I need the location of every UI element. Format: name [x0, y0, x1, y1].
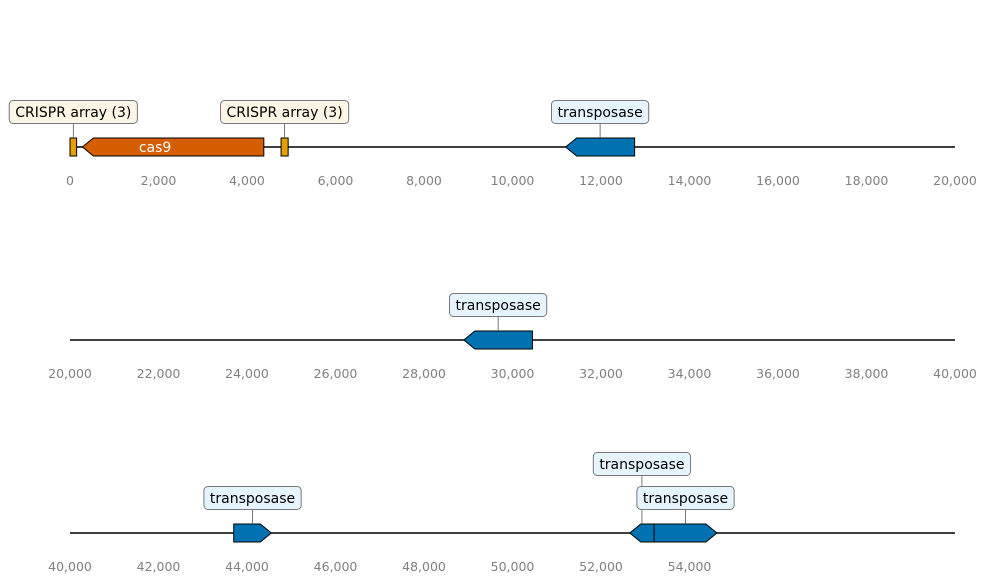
feature-label-box	[220, 100, 350, 124]
axis-tick-label: 14,000	[668, 173, 712, 188]
feature-label-box	[592, 452, 692, 476]
feature-label: transposase	[599, 457, 684, 473]
axis-tick-label: 28,000	[402, 366, 446, 381]
axis-tick-label: 42,000	[137, 559, 181, 574]
axis-tick-label: 8,000	[406, 173, 442, 188]
transposase-feature[interactable]	[233, 523, 273, 543]
axis-tick-label: 20,000	[933, 173, 977, 188]
axis-tick-label: 12,000	[579, 173, 623, 188]
feature-label: transposase	[210, 491, 295, 507]
axis-tick-label: 50,000	[491, 559, 535, 574]
feature-label: transposase	[456, 298, 541, 314]
axis-tick-label: 30,000	[491, 366, 535, 381]
axis-tick-label: 46,000	[314, 559, 358, 574]
feature-label: CRISPR array (3)	[15, 105, 131, 121]
axis-tick-label: 0	[66, 173, 74, 188]
axis-tick-label: 22,000	[137, 366, 181, 381]
axis-tick-label: 40,000	[48, 559, 92, 574]
feature-inner-label: cas9	[139, 140, 171, 156]
axis-tick-label: 24,000	[225, 366, 269, 381]
axis-tick-label: 36,000	[756, 366, 800, 381]
track-1: 0 2,000 4,000 6,000 8,000 10,000 12,000 14,000 1…	[8, 100, 977, 188]
axis-tick-label: 52,000	[579, 559, 623, 574]
axis-tick-label: 32,000	[579, 366, 623, 381]
axis-tick-label: 54,000	[668, 559, 712, 574]
axis-tick-label: 4,000	[229, 173, 265, 188]
feature-label-box	[203, 486, 302, 510]
feature-label-box	[636, 486, 735, 510]
feature-label: CRISPR array (3)	[227, 105, 343, 121]
feature-label: transposase	[557, 105, 642, 121]
axis-tick-label: 48,000	[402, 559, 446, 574]
axis-tick-label: 2,000	[141, 173, 177, 188]
axis-tick-label: 26,000	[314, 366, 358, 381]
crispr-array-feature[interactable]	[69, 137, 78, 157]
transposase-feature[interactable]	[564, 137, 636, 157]
crispr-array-feature[interactable]	[280, 137, 289, 157]
axis-tick-label: 6,000	[318, 173, 354, 188]
axis-tick-label: 44,000	[225, 559, 269, 574]
axis-tick-label: 10,000	[491, 173, 535, 188]
track-3: 40,000 42,000 44,000 46,000 48,000 50,000 52,0…	[48, 452, 955, 574]
transposase-feature[interactable]	[653, 523, 718, 543]
axis-tick-label: 40,000	[933, 366, 977, 381]
feature-label-box	[449, 293, 548, 317]
axis-tick-label: 18,000	[845, 173, 889, 188]
feature-label-box	[8, 100, 138, 124]
cas9-feature[interactable]	[81, 137, 265, 157]
axis-tick-label: 20,000	[48, 366, 92, 381]
axis-tick-label: 16,000	[756, 173, 800, 188]
axis-tick-label: 38,000	[845, 366, 889, 381]
feature-label-box	[550, 100, 650, 124]
transposase-feature[interactable]	[463, 330, 533, 350]
axis-tick-label: 34,000	[668, 366, 712, 381]
track-2: 20,000 22,000 24,000 26,000 28,000 30,000 32,0…	[48, 293, 977, 381]
transposase-feature[interactable]	[628, 523, 655, 543]
feature-label: transposase	[643, 491, 728, 507]
